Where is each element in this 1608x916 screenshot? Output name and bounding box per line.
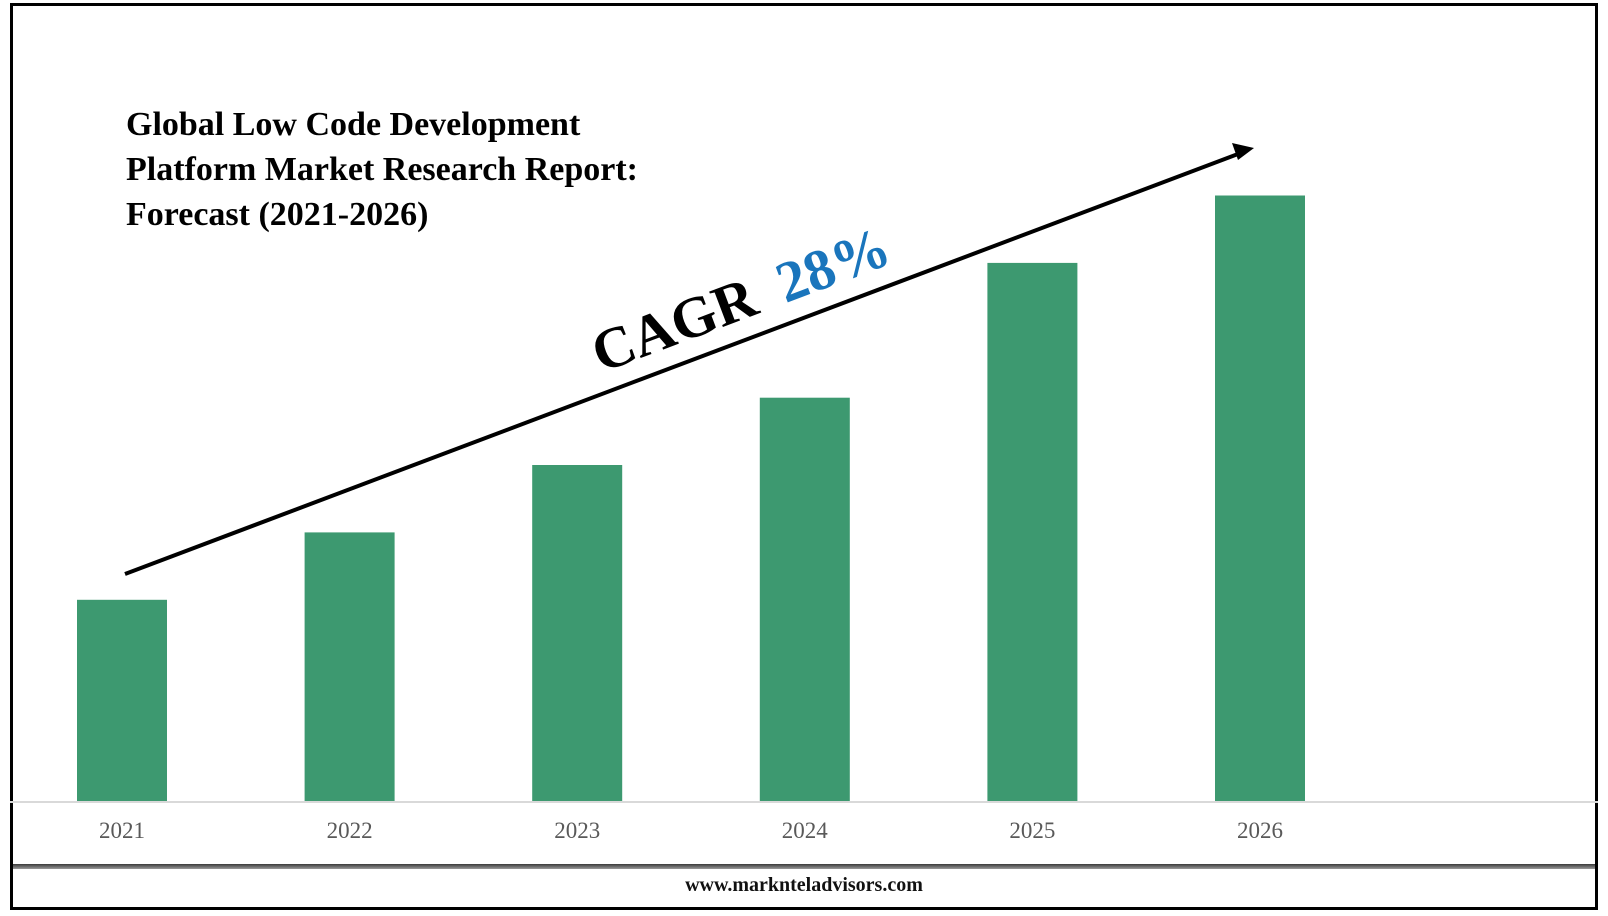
footer-divider [13,864,1595,869]
bar-2026 [1215,195,1305,802]
cagr-trend-arrow [124,143,1254,576]
x-axis-ticks: 2021 2022 2023 2024 2025 2026 [99,818,1283,843]
x-tick-label-2023: 2023 [554,818,600,843]
bar-2024 [759,397,850,802]
arrow-head-icon [1232,143,1254,160]
title-line-3: Forecast (2021-2026) [126,196,428,233]
x-tick-label-2025: 2025 [1009,818,1055,843]
title-line-2: Platform Market Research Report: [126,151,638,188]
chart-title: Global Low Code Development Platform Mar… [126,106,638,233]
bars [77,195,1305,802]
trend-line [124,152,1239,576]
x-tick-label-2022: 2022 [327,818,373,843]
bar-2023 [532,465,623,802]
bar-2021 [77,599,167,802]
bar-2022 [304,532,395,802]
title-line-1: Global Low Code Development [126,106,581,143]
x-tick-label-2021: 2021 [99,818,145,843]
cagr-value: 28% [767,214,898,316]
x-tick-label-2026: 2026 [1237,818,1283,843]
footer-url: www.marknteladvisors.com [685,874,923,896]
bar-2025 [987,262,1078,802]
x-tick-label-2024: 2024 [782,818,829,843]
